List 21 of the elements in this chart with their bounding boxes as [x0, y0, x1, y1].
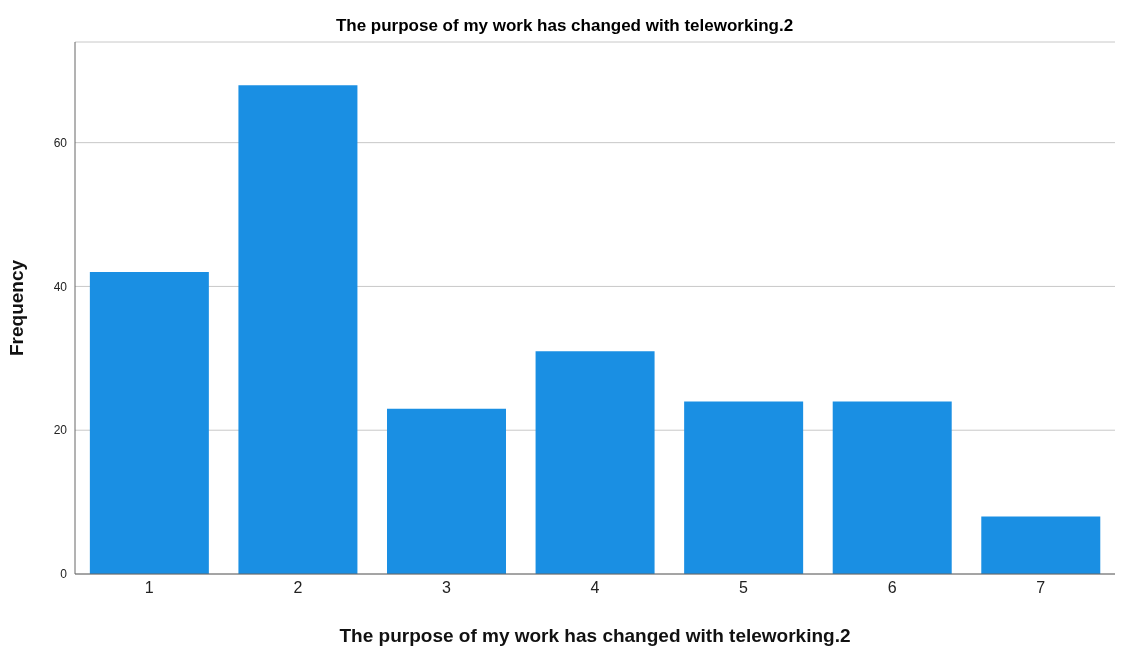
y-tick-label: 20 — [53, 423, 68, 438]
bar — [238, 85, 358, 574]
y-tick-label: 60 — [53, 135, 68, 150]
bar — [535, 351, 655, 574]
chart-title: The purpose of my work has changed with teleworking.2 — [334, 16, 795, 36]
bar — [89, 272, 209, 574]
x-tick-label: 3 — [441, 579, 451, 597]
x-tick-label: 1 — [144, 579, 154, 597]
y-tick-label: 0 — [60, 567, 68, 582]
y-axis-title: Frequency — [5, 259, 27, 357]
x-tick-label: 4 — [590, 579, 600, 597]
bar — [684, 401, 804, 574]
x-tick-label: 2 — [293, 579, 303, 597]
x-tick-label: 7 — [1036, 579, 1046, 597]
x-tick-label: 6 — [887, 579, 897, 597]
y-tick-label: 40 — [53, 279, 68, 294]
x-axis-title: The purpose of my work has changed with teleworking.2 — [339, 625, 851, 646]
bar — [981, 516, 1101, 574]
bar — [387, 408, 506, 574]
bar — [832, 401, 952, 574]
x-tick-label: 5 — [739, 579, 749, 597]
